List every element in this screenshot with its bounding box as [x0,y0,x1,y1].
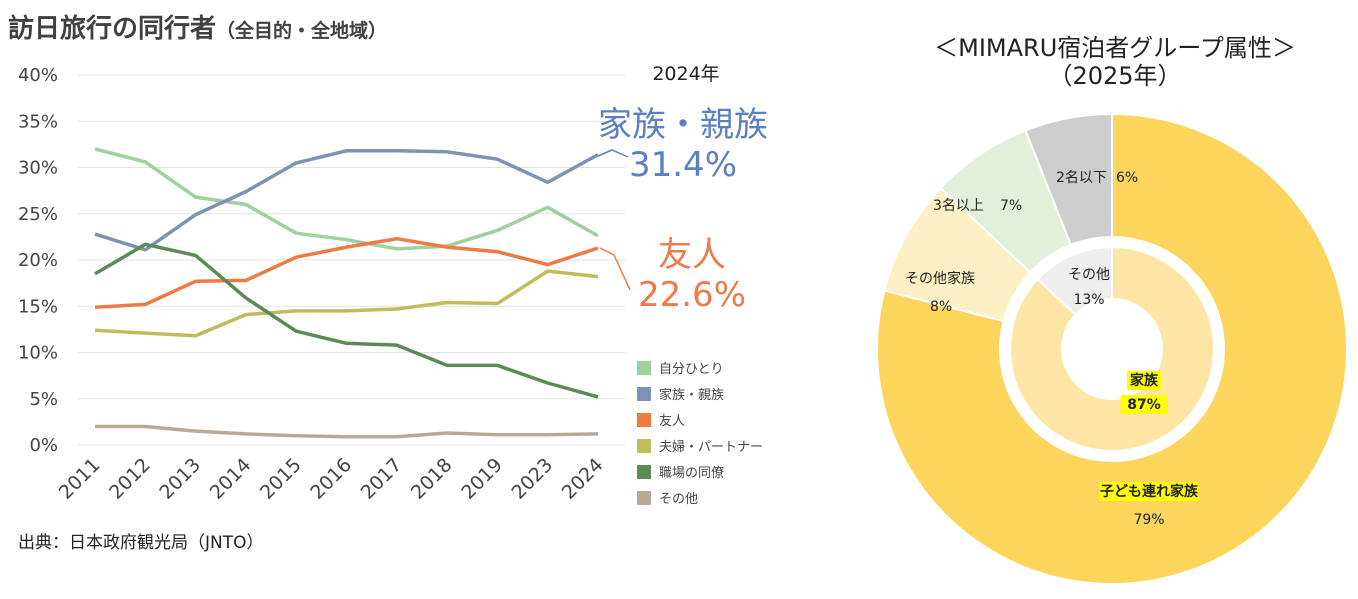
callout-family-value: 31.4% [629,145,737,185]
callout-friend-leader [599,247,631,291]
label-highlight [1127,371,1161,390]
y-tick-label: 5% [29,389,58,410]
series-line-5 [95,424,599,439]
legend-label: 友人 [659,413,685,429]
y-tick-label: 40% [18,65,58,86]
donut-chart-title: ＜MIMARU宿泊者グループ属性＞ （2025年） [880,34,1350,90]
callout-friend-value: 22.6% [638,275,746,315]
legend-label: 家族・親族 [659,387,724,403]
legend-label: 夫婦・パートナー [659,439,763,455]
label-highlight [1099,482,1199,501]
y-axis: 0% 5% 10% 15% 20% 25% 30% 35% 40% [18,65,625,456]
series-line-3 [94,269,599,338]
legend-swatch [637,491,651,505]
label-highlight [1120,395,1168,414]
callout-friend-label: 友人 [658,235,726,275]
y-tick-label: 30% [18,158,58,179]
legend-swatch [637,439,651,453]
line-chart-title: 訪日旅行の同行者 [8,14,217,44]
y-tick-label: 10% [18,343,58,364]
legend-swatch [637,361,651,375]
outer-slice-0 [876,112,1348,585]
callout-family-label: 家族・親族 [598,105,768,145]
legend-swatch [637,387,651,401]
donut-labels: 2名以下 6% 3名以上 7% その他家族 8% 子ども連れ家族 79% その他 13% 家族 87% [905,170,1199,528]
donut-inner-ring [1009,245,1215,452]
y-tick-label: 20% [18,250,58,271]
donut-title-line1: ＜MIMARU宿泊者グループ属性＞ [934,34,1296,62]
outer-slice-3 [1024,112,1113,247]
y-tick-label: 25% [18,204,58,225]
callout-family-leader [597,149,629,158]
legend-label: その他 [659,492,698,507]
legend-swatch [637,413,651,427]
series-line-2 [94,236,599,309]
donut-label: 79% [1133,512,1164,528]
year-label: 2024年 [652,63,719,85]
donut-outer-ring [876,112,1348,585]
donut-label: 8% [930,299,952,315]
donut-label: 2名以下 [1056,170,1107,186]
donut-label: 家族 [1130,372,1159,389]
inner-slice-1 [1036,245,1113,317]
donut-label: 3名以上 [933,198,984,214]
y-tick-label: 0% [29,435,58,456]
donut-title-line2: （2025年） [1048,62,1182,90]
y-tick-label: 15% [18,296,58,317]
legend-swatch [637,465,651,479]
donut-label: 子ども連れ家族 [1100,483,1199,500]
series-line-0 [94,147,599,251]
donut-label: その他家族 [905,270,975,287]
donut-label: 13% [1073,292,1104,308]
legend-label: 自分ひとり [659,362,724,377]
donut-label: 6% [1116,170,1138,186]
series-line-4 [94,242,599,399]
page-title: 訪日旅行の同行者（全目的・全地域） [8,8,387,45]
series-lines [94,147,599,439]
legend-label: 職場の同僚 [659,466,724,481]
series-line-1 [94,149,599,252]
source-note: 出典：日本政府観光局（JNTO） [18,533,264,553]
y-tick-label: 35% [18,111,58,132]
line-chart-subtitle: （全目的・全地域） [216,20,388,42]
donut-label: 7% [1000,198,1022,214]
donut-label: その他 [1068,267,1110,283]
donut-label: 87% [1127,397,1161,413]
line-chart: 0%5%10%15%20%25%30%35%40% 2011 2012 2013 20… [18,63,768,507]
